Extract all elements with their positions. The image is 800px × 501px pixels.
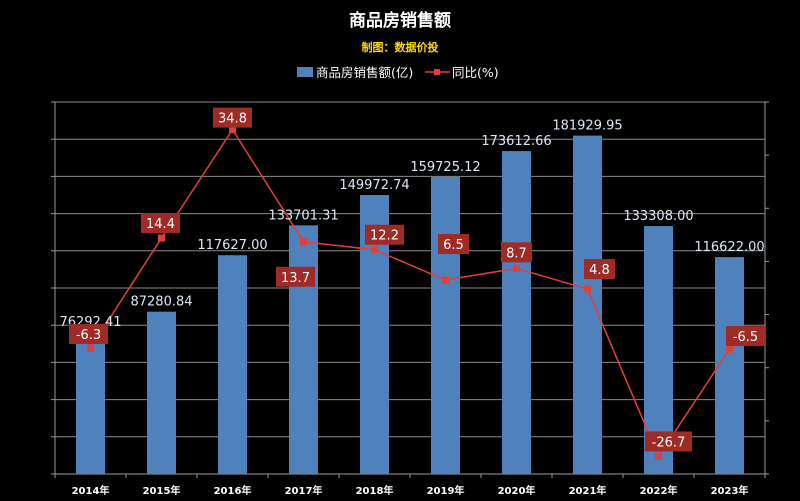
bar-value-label: 159725.12 [410,160,480,175]
pct-value-label: 8.7 [506,246,527,261]
bar-value-label: 173612.66 [481,134,551,149]
bar-series [76,135,744,475]
pct-label-box [726,326,765,347]
pct-value-label: 12.2 [370,229,399,244]
yoy-line [89,128,731,459]
line-point [726,345,733,353]
pct-value-label: -6.3 [76,328,101,343]
line-point [158,234,165,242]
bar-value-label: 87280.84 [130,295,192,310]
x-tick-label: 2014年 [72,484,110,497]
pct-label-box [365,224,404,245]
legend: 商品房销售额(亿) 同比(%) [297,65,499,80]
legend-line-label: 同比(%) [452,65,499,80]
bar [502,151,531,475]
pct-value-label: -6.5 [733,330,758,345]
bar-value-label: 133701.31 [268,208,338,223]
x-tick-label: 2022年 [640,484,678,497]
x-tick-label: 2023年 [711,484,749,497]
x-tick-label: 2018年 [356,484,394,497]
pct-value-label: 13.7 [281,271,310,286]
bar-value-label: 133308.00 [623,209,693,224]
legend-bar-swatch [297,67,313,77]
x-tick-label: 2016年 [214,484,252,497]
pct-label-box [438,234,469,255]
bar-value-label: 117627.00 [197,238,267,253]
line-point [371,246,378,254]
pct-label-box [141,213,180,234]
bar-value-labels: 76292.4187280.84117627.00133701.31149972… [59,119,764,330]
line-series [87,126,733,460]
pct-value-labels: -6.3 14.4 34.8 13.7 12.2 6.5 8.7 4.8 -26.7 -6.5 [69,107,765,452]
pct-label-box [645,431,692,452]
pct-value-label: 34.8 [218,112,247,127]
pct-label-box [276,266,315,287]
pct-label-box [501,242,532,263]
x-tick-label: 2017年 [285,484,323,497]
line-point [442,276,449,284]
pct-label-box [584,259,615,280]
bar [76,332,105,474]
bar [431,176,460,475]
chart-subtitle: 制图：数据价投 [362,40,439,54]
legend-line-marker [434,69,440,75]
pct-value-label: 14.4 [146,217,175,232]
pct-label-box [69,324,108,345]
bar [715,257,744,474]
x-tick-label: 2015年 [143,484,181,497]
bar [289,225,318,474]
pct-value-label: 4.8 [589,263,610,278]
pct-value-label: -26.7 [652,435,686,450]
bar-value-label: 149972.74 [339,178,409,193]
chart-title: 商品房销售额 [349,10,451,31]
line-point [655,452,662,460]
x-tick-label: 2019年 [427,484,465,497]
line-point [229,126,236,134]
line-point [87,344,94,352]
bar-value-label: 116622.00 [694,240,764,255]
line-point [300,238,307,246]
legend-bar-label: 商品房销售额(亿) [316,65,413,80]
line-point [513,264,520,272]
line-point [584,285,591,293]
pct-label-box [213,107,252,128]
x-tick-label: 2020年 [498,484,536,497]
x-tick-label: 2021年 [569,484,607,497]
bar-value-label: 181929.95 [552,119,622,134]
bar [573,135,602,474]
bar [147,311,176,474]
bar [218,255,247,474]
pct-value-label: 6.5 [443,238,464,253]
x-tick-labels: 2014年 2015年 2016年 2017年 2018年 2019年 2020年 2021年… [72,484,749,497]
